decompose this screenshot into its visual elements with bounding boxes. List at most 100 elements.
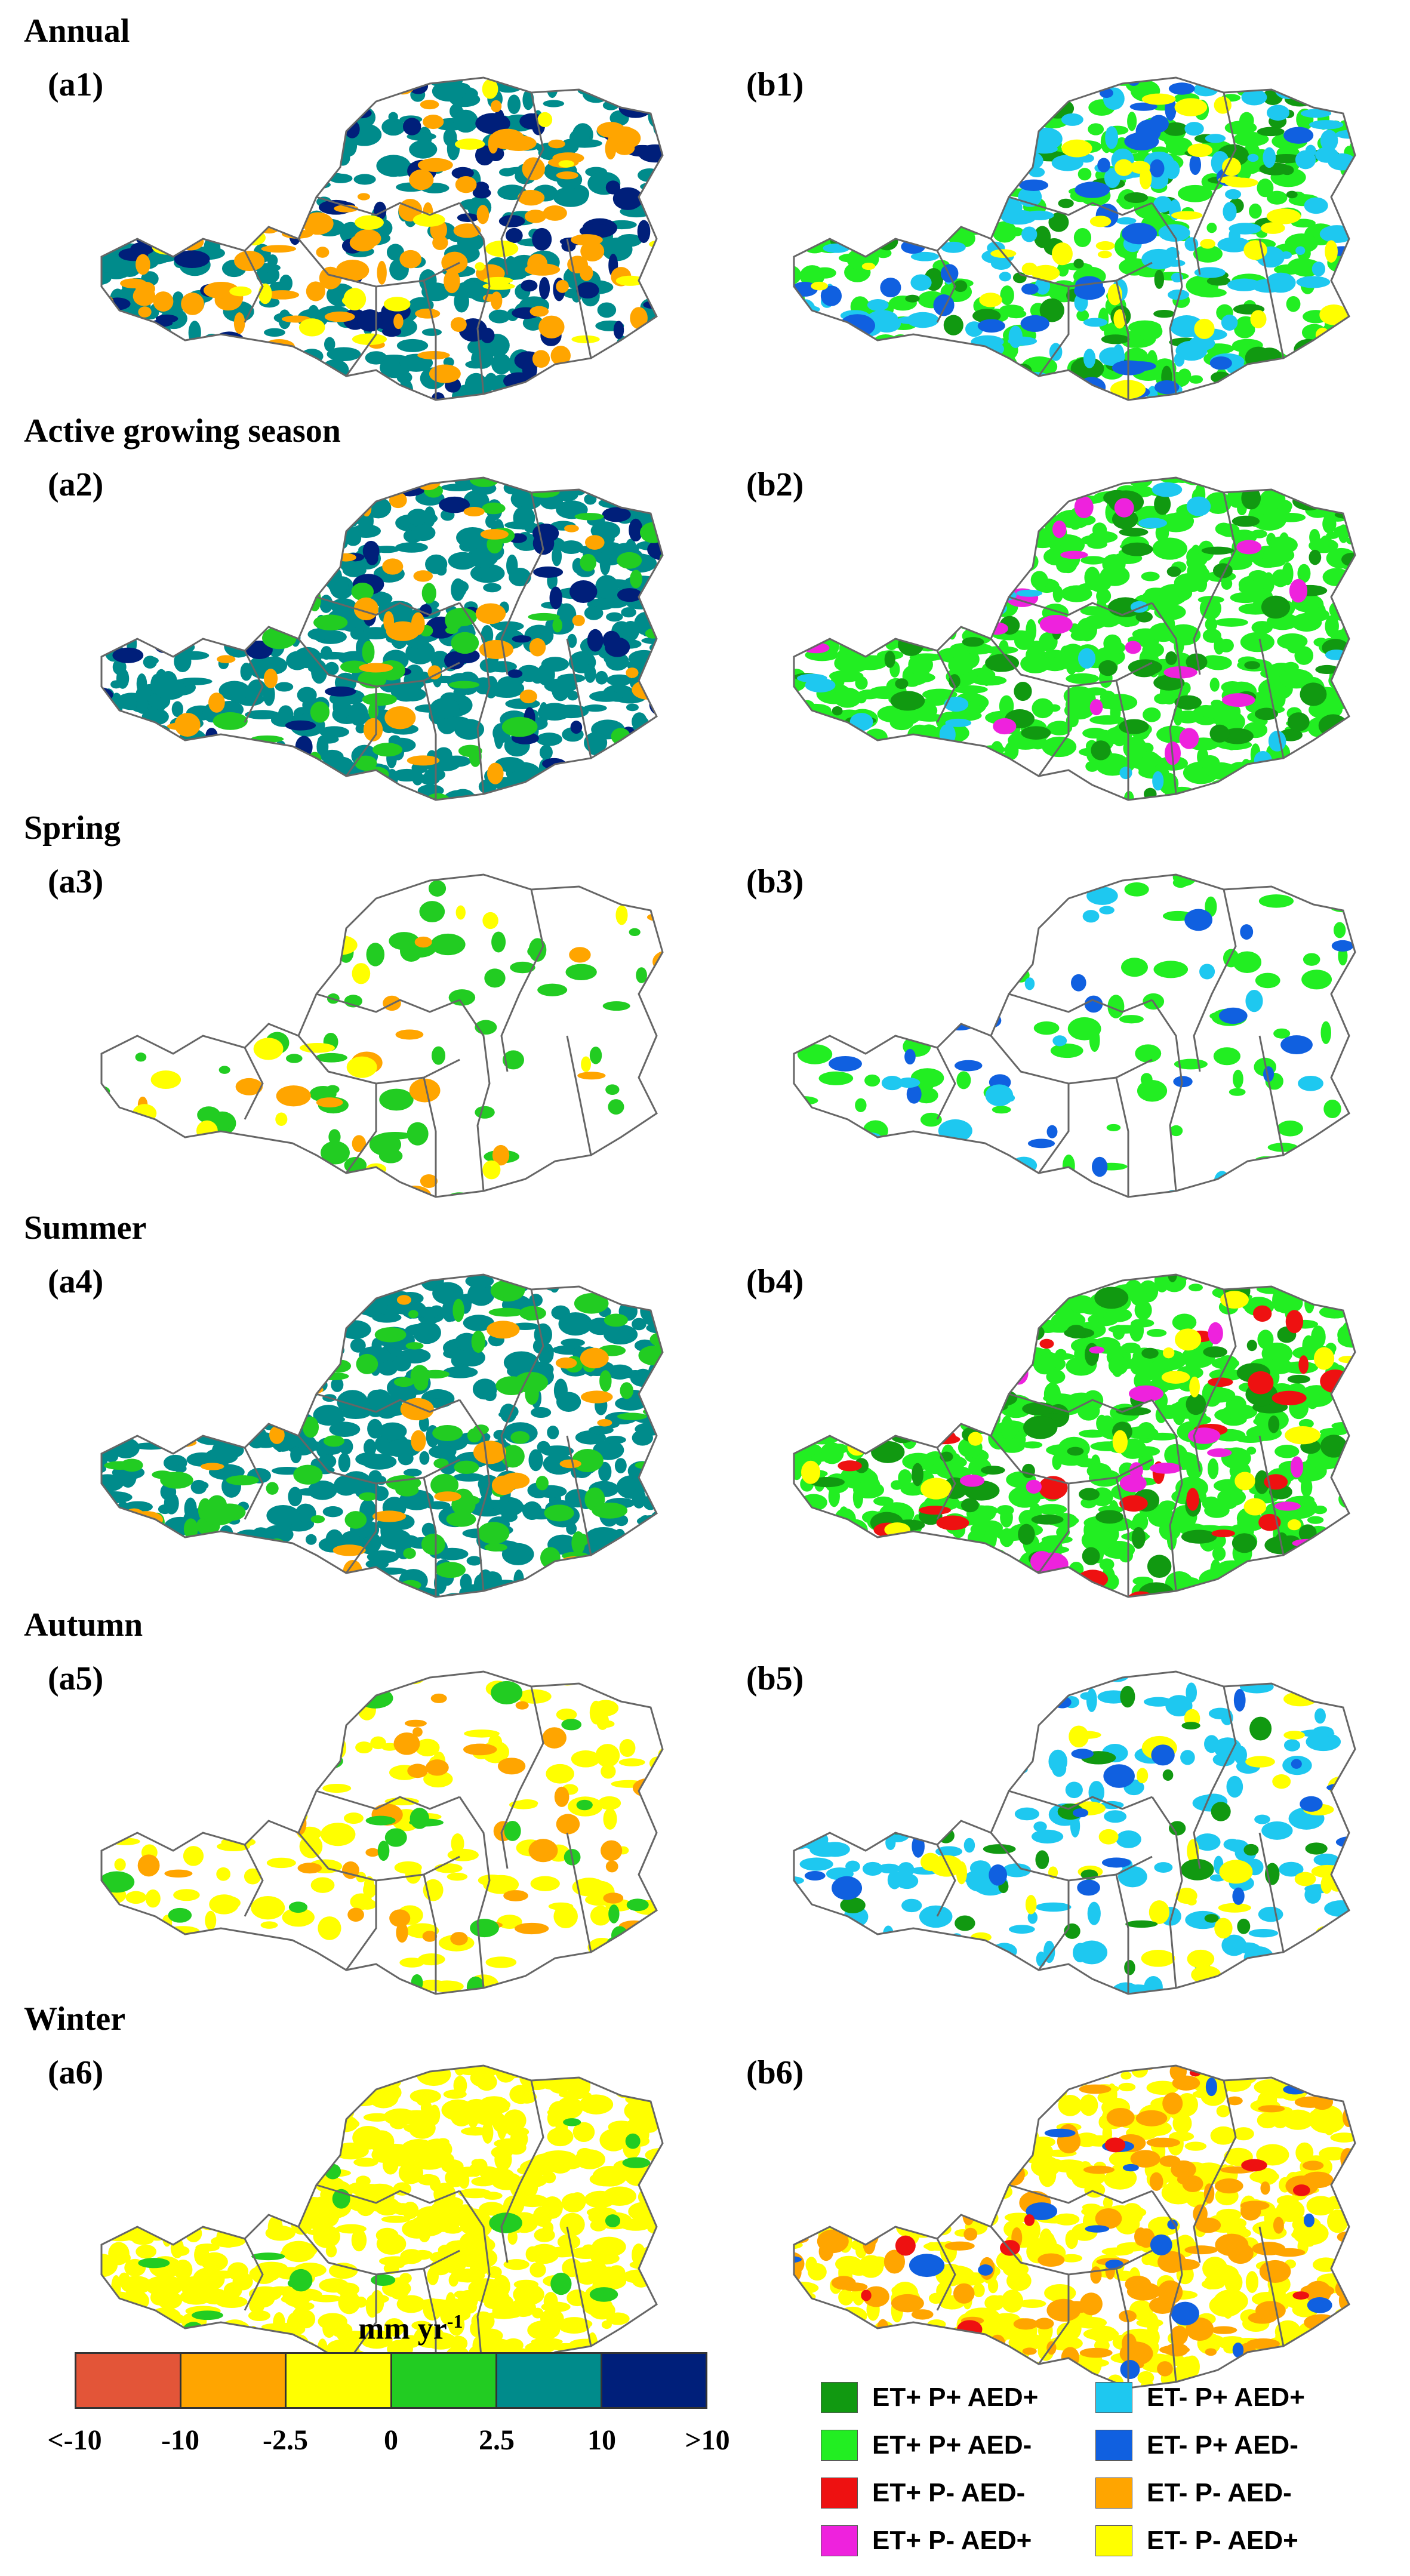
map-patch	[801, 1460, 821, 1484]
map-patch	[171, 1569, 182, 1585]
map-patch	[548, 139, 565, 149]
map-patch	[619, 1279, 645, 1291]
map-patch	[1221, 577, 1233, 590]
map-patch	[1326, 78, 1344, 91]
map-patch	[1078, 1429, 1107, 1438]
map-patch	[655, 358, 663, 378]
map-patch	[883, 1327, 894, 1338]
map-patch	[850, 787, 861, 798]
map-patch	[852, 192, 869, 200]
map-patch	[463, 507, 485, 517]
map-patch	[944, 783, 966, 796]
map-patch	[311, 478, 327, 487]
map-patch	[1046, 721, 1073, 735]
map-patch	[280, 895, 291, 905]
map-patch	[1343, 1275, 1355, 1285]
map-patch	[289, 370, 317, 384]
map-patch	[249, 890, 266, 900]
map-patch	[968, 370, 997, 380]
map-patch	[610, 749, 632, 765]
map-patch	[927, 1546, 960, 1558]
map-patch	[189, 1275, 199, 1279]
map-patch	[857, 1423, 876, 1442]
map-patch	[498, 1279, 525, 1300]
map-patch	[1304, 608, 1330, 622]
map-patch	[110, 1309, 143, 1319]
map-patch	[381, 574, 397, 583]
map-patch	[1146, 1329, 1167, 1337]
map-patch	[1236, 1588, 1252, 1597]
map-patch	[898, 524, 934, 543]
internal-boundary	[1038, 687, 1070, 777]
map-patch	[407, 755, 440, 766]
map-patch	[879, 607, 916, 617]
map-patch	[164, 1316, 178, 1331]
map-patch	[580, 241, 605, 261]
map-patch	[337, 888, 363, 906]
map-patch	[337, 478, 364, 484]
map-patch	[293, 1464, 323, 1485]
map-patch	[896, 1383, 909, 1396]
map-patch	[1331, 940, 1354, 952]
map-patch	[1352, 1301, 1355, 1322]
map-patch	[836, 180, 860, 201]
map-patch	[982, 371, 1012, 381]
map-patch	[832, 534, 847, 547]
map-patch	[310, 1515, 325, 1524]
map-patch	[962, 756, 995, 764]
map-patch	[133, 131, 155, 142]
map-patch	[398, 687, 426, 701]
map-patch	[226, 1552, 239, 1562]
map-patch	[794, 129, 814, 153]
map-patch	[828, 1539, 854, 1560]
map-patch	[197, 149, 208, 171]
map-patch	[1303, 1540, 1323, 1558]
map-patch	[571, 789, 595, 800]
map-patch	[1236, 540, 1262, 555]
map-patch	[971, 1584, 985, 1596]
map-patch	[606, 612, 623, 622]
map-patch	[118, 103, 130, 113]
map-patch	[629, 518, 643, 542]
map-patch	[529, 1294, 543, 1307]
map-patch	[1303, 478, 1320, 491]
map-patch	[872, 598, 897, 611]
map-patch	[1116, 1407, 1152, 1416]
map-patch	[907, 1281, 925, 1304]
map-patch	[255, 195, 275, 208]
map-patch	[800, 1419, 812, 1439]
map-patch	[235, 189, 257, 203]
map-patch	[866, 567, 885, 576]
map-patch	[162, 626, 198, 637]
map-patch	[344, 120, 360, 139]
map-patch	[109, 724, 139, 734]
map-patch	[265, 580, 294, 601]
map-patch	[1240, 776, 1266, 799]
map-patch	[370, 1580, 403, 1597]
map-patch	[104, 200, 123, 209]
map-patch	[366, 943, 385, 967]
map-patch	[997, 771, 1015, 793]
map-patch	[119, 109, 138, 121]
map-patch	[465, 1275, 494, 1288]
map-patch	[646, 725, 663, 747]
map-patch	[552, 1559, 580, 1583]
map-patch	[1245, 346, 1272, 370]
internal-boundary	[423, 680, 437, 800]
map-patch	[875, 248, 892, 258]
map-patch	[1192, 386, 1220, 400]
map-patch	[200, 1423, 236, 1438]
map-patch	[885, 784, 905, 799]
map-patch	[1108, 1325, 1141, 1334]
map-patch	[873, 1496, 894, 1506]
map-patch	[1119, 1548, 1134, 1563]
map-patch	[274, 1171, 303, 1185]
map-patch	[981, 1328, 1014, 1350]
map-patch	[1285, 233, 1319, 254]
map-patch	[101, 478, 107, 484]
map-patch	[112, 1517, 134, 1541]
map-patch	[878, 1540, 901, 1563]
map-patch	[184, 1350, 218, 1374]
map-patch	[814, 1406, 831, 1423]
map-patch	[101, 1570, 127, 1586]
